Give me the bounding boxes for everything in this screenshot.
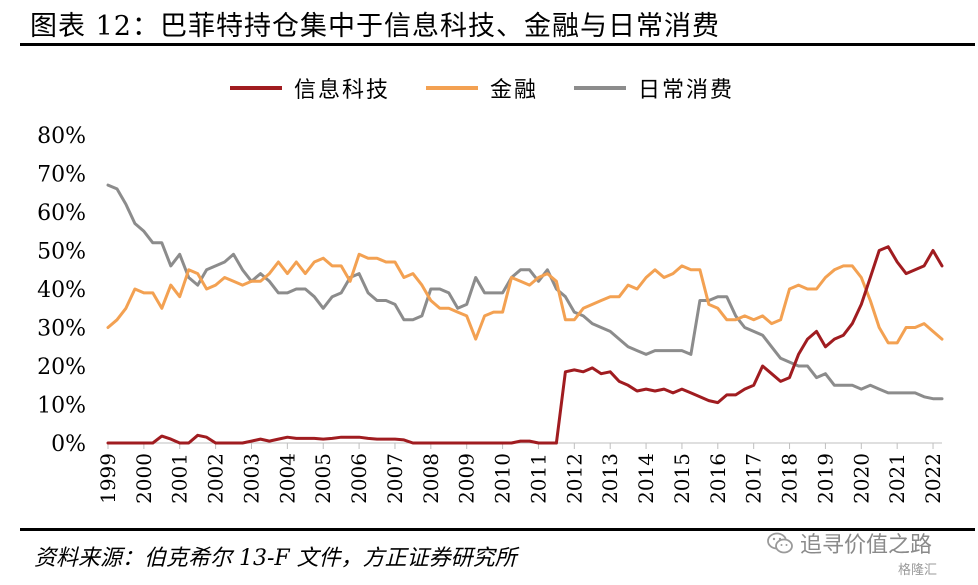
x-tick-label: 2022 [921, 453, 945, 504]
x-tick-label: 2004 [275, 453, 299, 504]
y-tick-label: 50% [37, 240, 86, 265]
x-tick-label: 2016 [706, 453, 730, 504]
watermark: 追寻价值之路 [766, 527, 932, 559]
title-rule [20, 43, 975, 46]
y-tick-label: 80% [37, 124, 86, 149]
source-note: 资料来源：伯克希尔 13-F 文件，方正证券研究所 [34, 546, 517, 571]
x-tick-label: 2007 [383, 453, 407, 504]
legend-label-finance: 金融 [490, 78, 539, 103]
x-tick-label: 2014 [634, 453, 658, 504]
legend-swatch-finance [426, 86, 479, 90]
x-tick-label: 2021 [885, 453, 909, 504]
y-tick-label: 70% [37, 163, 86, 188]
x-tick-label: 2013 [598, 453, 622, 504]
x-tick-label: 2019 [813, 453, 837, 504]
y-tick-label: 60% [37, 201, 86, 226]
series-line-finance [106, 252, 944, 345]
x-tick-label: 2017 [742, 453, 766, 504]
series-line-tech [106, 245, 944, 445]
y-tick-label: 0% [51, 432, 86, 457]
legend-item-staples: 日常消费 [574, 72, 734, 104]
x-tick-label: 2006 [347, 453, 371, 504]
chart-title: 图表 12：巴菲特持仓集中于信息科技、金融与日常消费 [30, 11, 720, 42]
x-tick-label: 2005 [311, 453, 335, 504]
y-tick-label: 30% [37, 317, 86, 342]
x-tick-label: 2018 [778, 453, 802, 504]
legend-item-tech: 信息科技 [230, 72, 390, 104]
legend-label-tech: 信息科技 [294, 78, 391, 103]
x-tick-label: 2012 [562, 453, 586, 504]
legend-item-finance: 金融 [426, 72, 538, 104]
x-tick-label: 2001 [168, 453, 192, 504]
wechat-icon [767, 532, 793, 554]
x-tick-label: 2009 [455, 453, 479, 504]
legend-swatch-tech [230, 86, 282, 90]
y-tick-label: 40% [37, 278, 86, 303]
x-tick-label: 2011 [526, 453, 550, 504]
x-tick-label: 1999 [96, 453, 120, 504]
legend: 信息科技 金融 日常消费 [230, 72, 734, 104]
watermark-text: 追寻价值之路 [800, 533, 933, 558]
x-tick-label: 2010 [491, 453, 515, 504]
x-tick-label: 2008 [419, 453, 443, 504]
y-tick-label: 20% [37, 355, 86, 380]
watermark-small: 格隆汇 [898, 563, 938, 578]
footer-rule [20, 528, 975, 531]
x-tick-label: 2002 [204, 453, 228, 504]
x-tick-label: 2000 [132, 453, 156, 504]
y-tick-label: 10% [37, 394, 86, 419]
x-tick-label: 2015 [670, 453, 694, 504]
x-tick-label: 2020 [849, 453, 873, 504]
legend-label-staples: 日常消费 [638, 78, 735, 103]
x-tick-label: 2003 [239, 453, 263, 504]
series-line-staples [106, 183, 944, 401]
legend-swatch-staples [574, 86, 627, 90]
